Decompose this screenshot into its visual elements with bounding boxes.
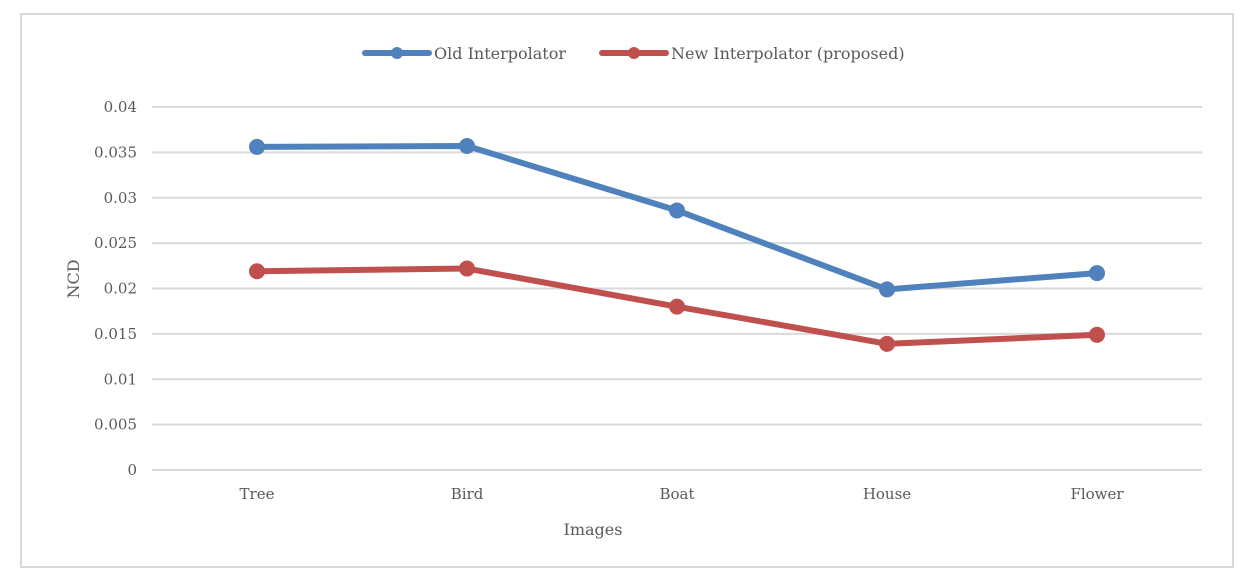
y-tick-label: 0.035 bbox=[94, 143, 137, 161]
y-tick-label: 0.02 bbox=[104, 280, 137, 298]
line-chart: 0 0.005 0.01 0.015 0.02 0.025 0.03 0.035 0.04 Tr… bbox=[64, 44, 1202, 539]
y-tick-label: 0.04 bbox=[104, 98, 137, 116]
y-axis-title: NCD bbox=[64, 259, 83, 298]
legend-item: New Interpolator (proposed) bbox=[599, 44, 905, 63]
x-axis-ticks: Tree Bird Boat House Flower bbox=[240, 485, 1125, 503]
legend-label: New Interpolator (proposed) bbox=[671, 44, 905, 63]
legend: Old Interpolator New Interpolator (propos… bbox=[362, 44, 905, 63]
x-tick-label: Flower bbox=[1070, 485, 1124, 503]
series-lines bbox=[249, 138, 1105, 352]
x-tick-label: House bbox=[863, 485, 911, 503]
y-tick-label: 0.025 bbox=[94, 234, 137, 252]
x-tick-label: Tree bbox=[240, 485, 275, 503]
x-tick-label: Boat bbox=[659, 485, 694, 503]
y-tick-label: 0.01 bbox=[104, 370, 137, 388]
y-tick-label: 0.015 bbox=[94, 325, 137, 343]
x-axis-title: Images bbox=[564, 520, 623, 539]
y-axis-ticks: 0 0.005 0.01 0.015 0.02 0.025 0.03 0.035 0.04 bbox=[94, 98, 137, 479]
data-point bbox=[249, 138, 265, 155]
data-point bbox=[669, 298, 685, 315]
data-point bbox=[249, 263, 265, 280]
chart-frame: 0 0.005 0.01 0.015 0.02 0.025 0.03 0.035 0.04 Tr… bbox=[20, 13, 1234, 568]
legend-label: Old Interpolator bbox=[434, 44, 566, 63]
y-tick-label: 0 bbox=[127, 461, 137, 479]
grid-lines bbox=[152, 106, 1202, 471]
data-point bbox=[1089, 326, 1105, 343]
data-point bbox=[459, 138, 475, 155]
series-2 bbox=[249, 260, 1105, 352]
legend-swatch-marker bbox=[391, 47, 403, 59]
legend-item: Old Interpolator bbox=[362, 44, 566, 63]
data-point bbox=[459, 260, 475, 277]
data-point bbox=[879, 281, 895, 298]
series-1 bbox=[249, 138, 1105, 298]
y-tick-label: 0.03 bbox=[104, 189, 137, 207]
x-tick-label: Bird bbox=[451, 485, 484, 503]
legend-swatch-marker bbox=[628, 47, 640, 59]
data-point bbox=[879, 335, 895, 352]
y-tick-label: 0.005 bbox=[94, 416, 137, 434]
data-point bbox=[669, 202, 685, 219]
data-point bbox=[1089, 265, 1105, 282]
